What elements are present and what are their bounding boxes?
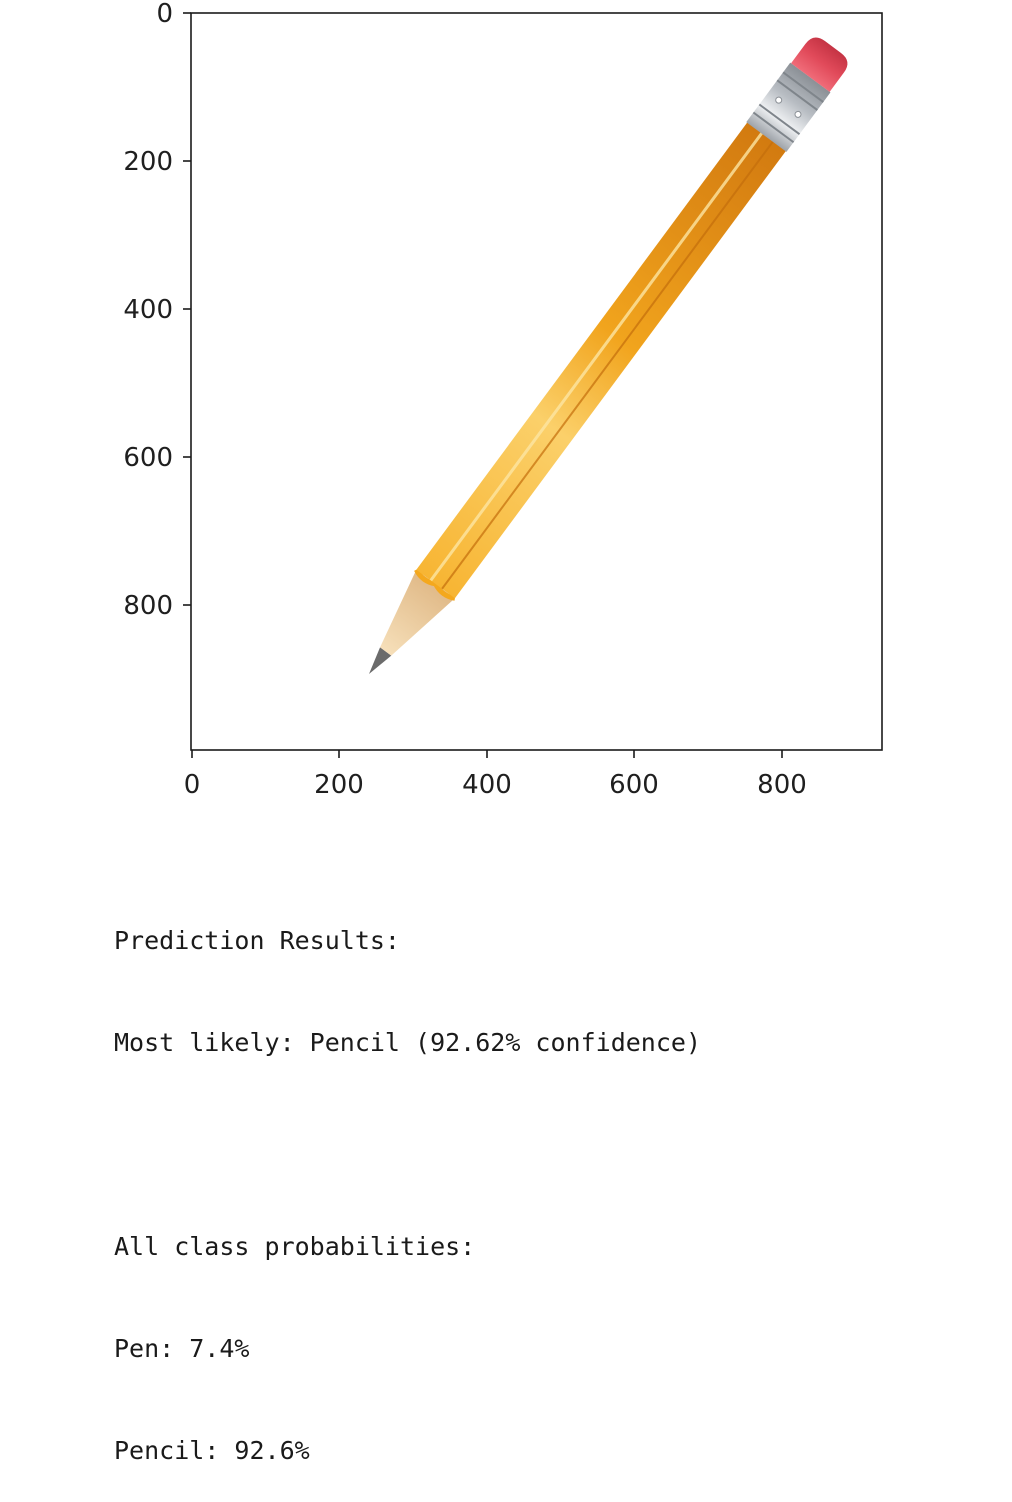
probabilities-header: All class probabilities: (114, 1232, 476, 1261)
y-axis: 0 200 400 600 800 (123, 0, 191, 621)
y-tick-label: 600 (123, 443, 173, 473)
pencil-lead (369, 647, 392, 674)
pencil-wood-tip (380, 569, 455, 656)
image-plot: 0 200 400 600 800 0 200 400 600 800 (123, 0, 883, 800)
x-tick-label: 400 (462, 770, 512, 800)
blank-line (114, 1128, 701, 1162)
y-tick-label: 0 (156, 0, 173, 29)
probability-line-pen: Pen: 7.4% (114, 1334, 250, 1363)
y-tick-label: 200 (123, 147, 173, 177)
y-tick-label: 400 (123, 295, 173, 325)
most-likely-line: Most likely: Pencil (92.62% confidence) (114, 1028, 701, 1057)
x-axis: 0 200 400 600 800 (184, 750, 807, 800)
x-tick-label: 0 (184, 770, 201, 800)
y-tick-label: 800 (123, 591, 173, 621)
pencil-ferrule (746, 62, 831, 152)
pencil-body (416, 121, 787, 599)
x-tick-label: 600 (609, 770, 659, 800)
pencil-eraser (791, 37, 848, 92)
prediction-output: Prediction Results: Most likely: Pencil … (114, 856, 701, 1502)
output-header: Prediction Results: (114, 926, 400, 955)
pencil-image (369, 37, 848, 674)
x-tick-label: 200 (314, 770, 364, 800)
x-tick-label: 800 (757, 770, 807, 800)
probability-line-pencil: Pencil: 92.6% (114, 1436, 310, 1465)
